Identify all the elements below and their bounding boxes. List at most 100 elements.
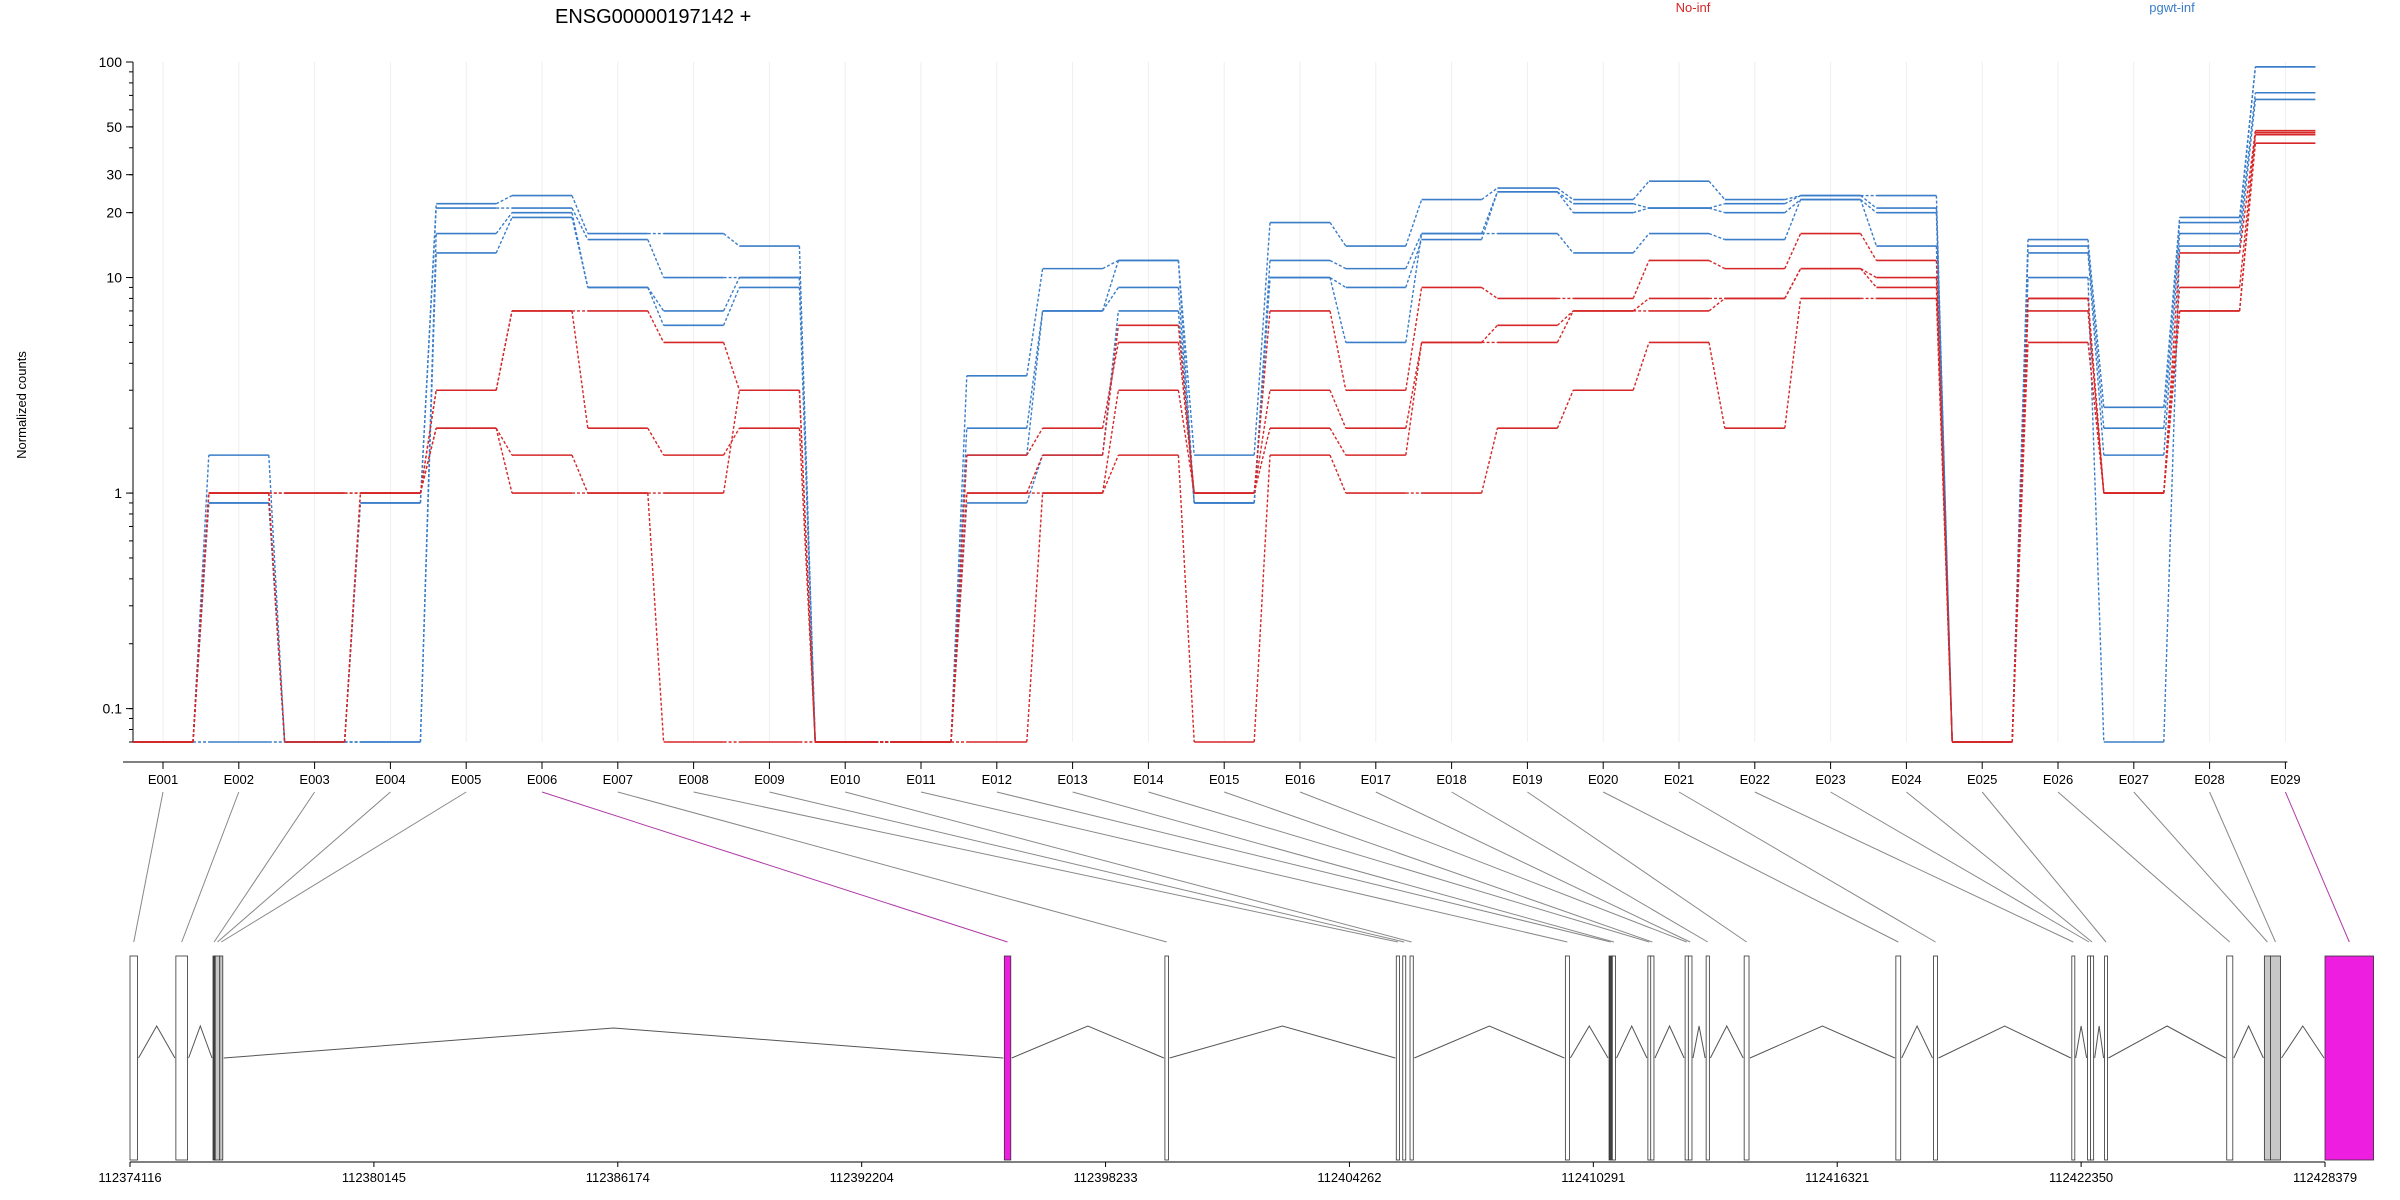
series-transition bbox=[2087, 277, 2105, 743]
exon-box bbox=[2071, 955, 2076, 1161]
x-tick-label: E025 bbox=[1967, 772, 1997, 787]
series-transition bbox=[571, 310, 589, 429]
series-transition bbox=[1026, 493, 1044, 743]
series-transition bbox=[495, 310, 513, 391]
exon-connector bbox=[213, 791, 316, 943]
series-transition bbox=[495, 217, 513, 254]
exon-connector bbox=[221, 791, 467, 943]
series-transition bbox=[1405, 233, 1423, 343]
series-transition bbox=[798, 246, 816, 743]
series-transition bbox=[1784, 268, 1802, 299]
y-tick-label: 20 bbox=[106, 205, 122, 221]
exon-connectors bbox=[133, 791, 2350, 943]
series-transition bbox=[1329, 277, 1347, 343]
x-tick-label: E014 bbox=[1133, 772, 1163, 787]
x-tick-label: E023 bbox=[1815, 772, 1845, 787]
exon-box bbox=[1611, 955, 1616, 1161]
intron-line bbox=[1938, 1025, 2072, 1059]
x-tick-label: E020 bbox=[1588, 772, 1618, 787]
series-transition bbox=[2163, 222, 2181, 429]
intron-line bbox=[2075, 1025, 2088, 1059]
series-transition bbox=[1784, 194, 1801, 201]
exon-connector bbox=[1375, 791, 1691, 943]
y-tick-label: 30 bbox=[106, 167, 122, 183]
exon-box bbox=[175, 955, 189, 1161]
series-transition bbox=[2238, 130, 2257, 254]
exon-connector bbox=[617, 791, 1167, 943]
series-transition bbox=[722, 277, 741, 312]
series-transition bbox=[2163, 287, 2181, 494]
series-transition bbox=[2163, 246, 2181, 743]
exon-box bbox=[1684, 955, 1689, 1161]
exon-box bbox=[1687, 955, 1693, 1161]
series-transition bbox=[1101, 390, 1120, 494]
series-transition bbox=[1177, 342, 1195, 494]
intron-line bbox=[1169, 1025, 1396, 1059]
series-transition bbox=[1632, 233, 1650, 254]
series-transition bbox=[1026, 310, 1044, 456]
series-transition bbox=[1859, 233, 1878, 261]
exon-box bbox=[1003, 955, 1012, 1161]
series-transition bbox=[1329, 427, 1347, 456]
series-transition bbox=[268, 455, 286, 743]
genomic-tick-label: 112392204 bbox=[830, 1170, 894, 1185]
exon-connector bbox=[1451, 791, 1709, 943]
series-transition bbox=[1708, 297, 1726, 312]
series-transition bbox=[2087, 239, 2105, 408]
series-transition bbox=[1935, 298, 1953, 743]
exon-box bbox=[2324, 955, 2374, 1161]
y-tick-label: 50 bbox=[106, 119, 122, 135]
intron-line bbox=[2233, 1024, 2264, 1059]
series-transition bbox=[419, 428, 437, 494]
x-tick-label: E009 bbox=[754, 772, 784, 787]
genomic-tick-label: 112422350 bbox=[2049, 1170, 2113, 1185]
exon-connector bbox=[2133, 791, 2268, 943]
series-transition bbox=[1405, 342, 1423, 456]
series-transition bbox=[1026, 427, 1044, 456]
x-tick-label: E006 bbox=[527, 772, 557, 787]
series-transition bbox=[1860, 199, 1877, 214]
intron-line bbox=[2108, 1025, 2226, 1059]
series-transition bbox=[2238, 92, 2257, 234]
x-tick-label: E001 bbox=[148, 772, 178, 787]
intron-line bbox=[138, 1024, 176, 1059]
series-transition bbox=[1556, 310, 1574, 343]
y-tick-label: 10 bbox=[106, 270, 122, 286]
series-transition bbox=[1632, 180, 1650, 201]
x-tick-label: E016 bbox=[1285, 772, 1315, 787]
series-transition bbox=[1556, 389, 1574, 429]
series-transition bbox=[2238, 143, 2257, 311]
series-transition bbox=[722, 287, 741, 326]
series-transition bbox=[1480, 191, 1499, 240]
exon-connector bbox=[181, 791, 240, 943]
grid bbox=[162, 62, 2286, 742]
genomic-tick-label: 112410291 bbox=[1561, 1170, 1625, 1185]
exon-connector bbox=[1678, 791, 1936, 943]
series-transition bbox=[798, 287, 816, 743]
intron-line bbox=[1011, 1025, 1165, 1059]
intron-line bbox=[1901, 1024, 1933, 1059]
series-transition bbox=[1177, 325, 1195, 494]
x-tick-label: E018 bbox=[1436, 772, 1466, 787]
genomic-tick-label: 112428379 bbox=[2293, 1170, 2357, 1185]
exon-connector bbox=[2284, 791, 2350, 943]
genomic-tick-label: 112416321 bbox=[1805, 1170, 1869, 1185]
series-transition bbox=[1405, 199, 1423, 247]
exon-connector bbox=[541, 791, 1008, 943]
exon-box bbox=[2104, 955, 2108, 1161]
legend-label-no-inf: No-inf bbox=[1676, 0, 1711, 15]
series-transition bbox=[1708, 180, 1726, 201]
x-tick-label: E024 bbox=[1891, 772, 1921, 787]
series-transition bbox=[2087, 252, 2105, 456]
series-transition bbox=[950, 493, 968, 743]
exon-connector bbox=[920, 791, 1568, 943]
exon-connector bbox=[217, 791, 391, 943]
x-tick-label: E008 bbox=[678, 772, 708, 787]
x-tick-label: E029 bbox=[2270, 772, 2300, 787]
chart-title: ENSG00000197142 + bbox=[555, 6, 751, 28]
series-transition bbox=[950, 455, 968, 743]
intron-line bbox=[1654, 1024, 1685, 1059]
y-axis: 100 50 30 20 10 1 0.1 bbox=[99, 54, 134, 743]
series-transition bbox=[571, 217, 589, 288]
exon-box bbox=[1409, 955, 1414, 1161]
